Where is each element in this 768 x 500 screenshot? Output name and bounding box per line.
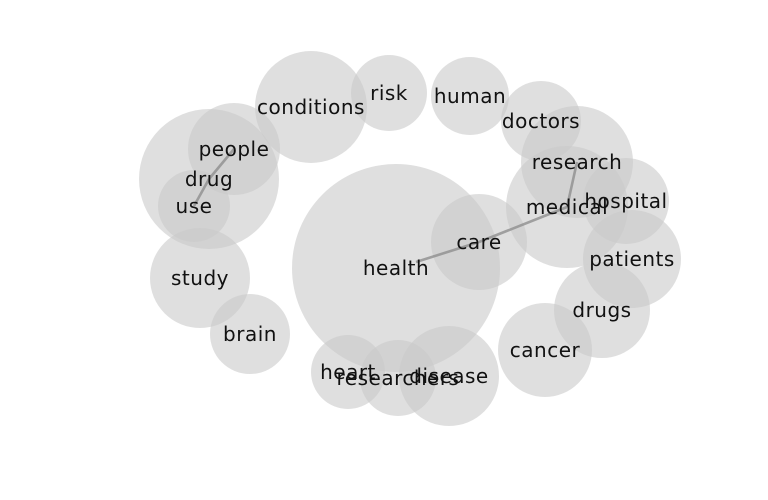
word-label-patients: patients — [589, 247, 675, 271]
word-label-conditions: conditions — [257, 95, 365, 119]
bubble-risk — [351, 55, 427, 131]
word-label-health: health — [363, 256, 429, 280]
word-label-medical: medical — [526, 195, 608, 219]
link-medical-research — [565, 161, 579, 208]
link-care-medical — [478, 205, 568, 244]
bubble-cancer — [498, 303, 592, 397]
word-label-cancer: cancer — [510, 338, 581, 362]
word-label-heart: heart — [320, 360, 376, 384]
word-label-drugs: drugs — [572, 298, 631, 322]
word-label-hospital: hospital — [584, 189, 667, 213]
link-drug-use — [192, 178, 211, 207]
word-label-research: research — [532, 150, 623, 174]
bubbles-layer — [139, 51, 681, 426]
word-label-disease: disease — [409, 364, 488, 388]
word-label-people: people — [199, 137, 270, 161]
bubble-health — [292, 164, 500, 372]
bubble-conditions — [255, 51, 367, 163]
word-label-care: care — [456, 230, 501, 254]
word-label-human: human — [434, 84, 506, 108]
word-label-researchers: researchers — [337, 366, 460, 390]
word-label-brain: brain — [223, 322, 277, 346]
word-label-use: use — [176, 194, 213, 218]
bubble-disease — [399, 326, 499, 426]
word-label-risk: risk — [370, 81, 408, 105]
link-health-care — [415, 240, 480, 264]
link-people-drug — [208, 148, 235, 180]
bubble-brain — [210, 294, 290, 374]
word-label-study: study — [171, 266, 229, 290]
word-label-doctors: doctors — [502, 109, 580, 133]
word-label-drug: drug — [185, 167, 233, 191]
bubble-human — [431, 57, 509, 135]
links-layer — [192, 148, 579, 264]
